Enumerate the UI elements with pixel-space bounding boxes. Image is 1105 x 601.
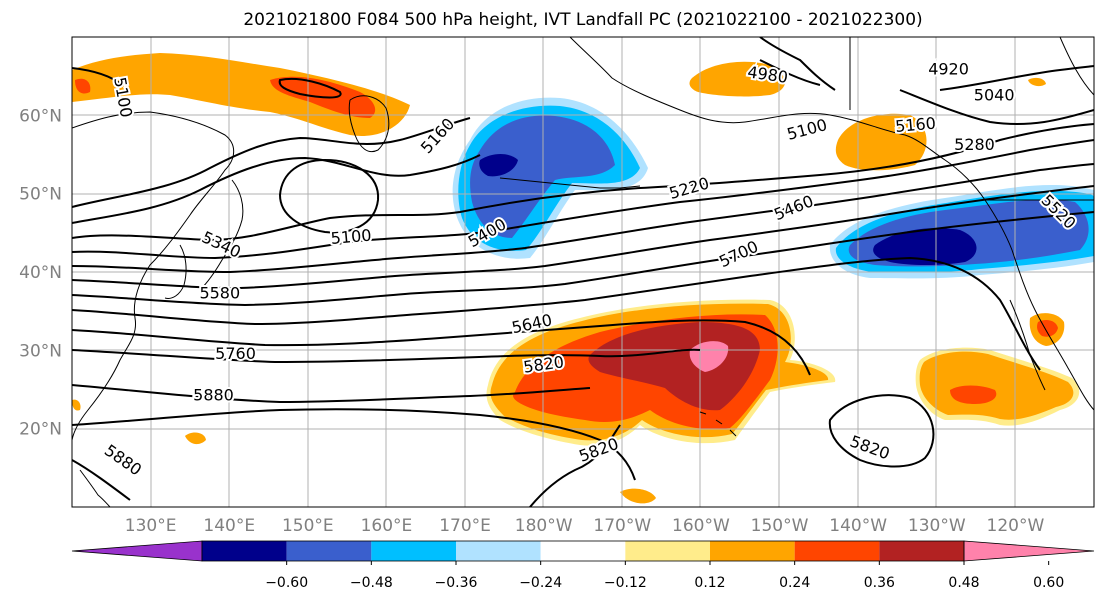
colorbar-label: −0.60: [265, 575, 308, 591]
contour-label-text: 5100: [330, 226, 372, 248]
shade-arctic-orange: [689, 61, 785, 97]
colorbar-segment: [625, 541, 710, 561]
contour-label: 5100: [328, 224, 374, 250]
contour-label-text: 5760: [215, 344, 256, 363]
colorbar-label: −0.12: [604, 575, 647, 591]
contour-label: 5880: [191, 383, 236, 406]
longitude-label: 140°E: [203, 516, 255, 536]
coast-korea: [164, 244, 187, 299]
colorbar-segment: [540, 541, 626, 561]
contour-label-text: 5160: [894, 113, 936, 135]
contour-label: 5160: [892, 111, 938, 137]
colorbar-label: 0.24: [779, 575, 810, 591]
coast-hawaii: [699, 411, 737, 437]
colorbar-label: 0.12: [694, 575, 725, 591]
contour-label: 5040: [972, 83, 1017, 106]
colorbar: −0.60 −0.48 −0.36 −0.24 −0.12 0.12 0.24 0.36 0.4…: [71, 540, 1095, 591]
contour-label-text: 5040: [974, 85, 1015, 104]
shade-okhotsk-small: [75, 78, 91, 94]
shade-nepac-navy: [873, 228, 977, 265]
shade-calif-red: [950, 385, 997, 404]
coastlines: [72, 37, 1094, 507]
colorbar-extend-high: [963, 540, 1095, 562]
colorbar-label: 0.60: [1033, 575, 1064, 591]
shade-subtrop-pink: [689, 341, 729, 372]
coast-kamchatka: [348, 95, 390, 153]
longitude-label: 140°W: [829, 516, 887, 536]
latitude-label: 20°N: [19, 420, 62, 440]
colorbar-segment: [371, 541, 456, 561]
longitude-label: 160°E: [361, 516, 413, 536]
coast-alaska: [569, 37, 1094, 411]
contour-label: 5760: [213, 342, 258, 365]
coast-japan: [199, 179, 244, 291]
height-contours: [72, 37, 1094, 507]
ivt-shading: [72, 53, 1094, 504]
longitude-label: 160°W: [672, 516, 730, 536]
colorbar-label: −0.48: [350, 575, 393, 591]
colorbar-label: −0.36: [435, 575, 478, 591]
longitude-label: 170°W: [593, 516, 651, 536]
contour-label-text: 5880: [193, 385, 234, 404]
colorbar-frame: [201, 540, 965, 562]
figure-title: 2021021800 F084 500 hPa height, IVT Land…: [243, 10, 922, 30]
colorbar-segment: [286, 541, 372, 561]
colorbar-segment: [202, 541, 287, 561]
longitude-label: 130°W: [908, 516, 966, 536]
longitude-labels: 130°E 140°E 150°E 160°E 170°E 180°W 170°W 160°W…: [125, 516, 1045, 536]
latitude-label: 30°N: [19, 341, 62, 361]
colorbar-segment: [794, 541, 880, 561]
longitude-label: 130°E: [125, 516, 177, 536]
longitude-label: 120°W: [987, 516, 1045, 536]
shade-small1: [185, 432, 206, 445]
colorbar-label: 0.36: [864, 575, 895, 591]
colorbar-label: 0.48: [948, 575, 979, 591]
shade-small2: [620, 488, 656, 504]
shade-small4: [1028, 77, 1046, 87]
contour-label: 5580: [197, 282, 242, 305]
contour-label: 4920: [926, 58, 971, 81]
colorbar-label: −0.24: [519, 575, 562, 591]
colorbar-extend-low: [71, 540, 203, 562]
shade-small3: [72, 399, 81, 411]
latitude-label: 60°N: [19, 106, 62, 126]
coast-philippines: [79, 469, 111, 507]
longitude-label: 170°E: [439, 516, 491, 536]
coast-asia: [72, 111, 235, 441]
shade-aleutian-navy: [479, 154, 518, 177]
graticule: [72, 37, 1094, 507]
map-frame: [71, 36, 1095, 508]
coast-aleutians: [499, 177, 641, 189]
contour-label-text: 4920: [928, 60, 969, 79]
contour-label: 5280: [952, 133, 997, 156]
latitude-label: 50°N: [19, 185, 62, 205]
shade-calif-orange: [919, 351, 1074, 420]
longitude-label: 180°W: [515, 516, 573, 536]
latitude-labels: 60°N 50°N 40°N 30°N 20°N: [19, 106, 62, 439]
contour-label-text: 5580: [199, 284, 240, 303]
longitude-label: 150°W: [751, 516, 809, 536]
colorbar-segment: [456, 541, 541, 561]
latitude-label: 40°N: [19, 263, 62, 283]
colorbar-segment: [879, 541, 964, 561]
contour-label-text: 5280: [954, 135, 995, 154]
longitude-label: 150°E: [282, 516, 334, 536]
colorbar-segment: [710, 541, 795, 561]
